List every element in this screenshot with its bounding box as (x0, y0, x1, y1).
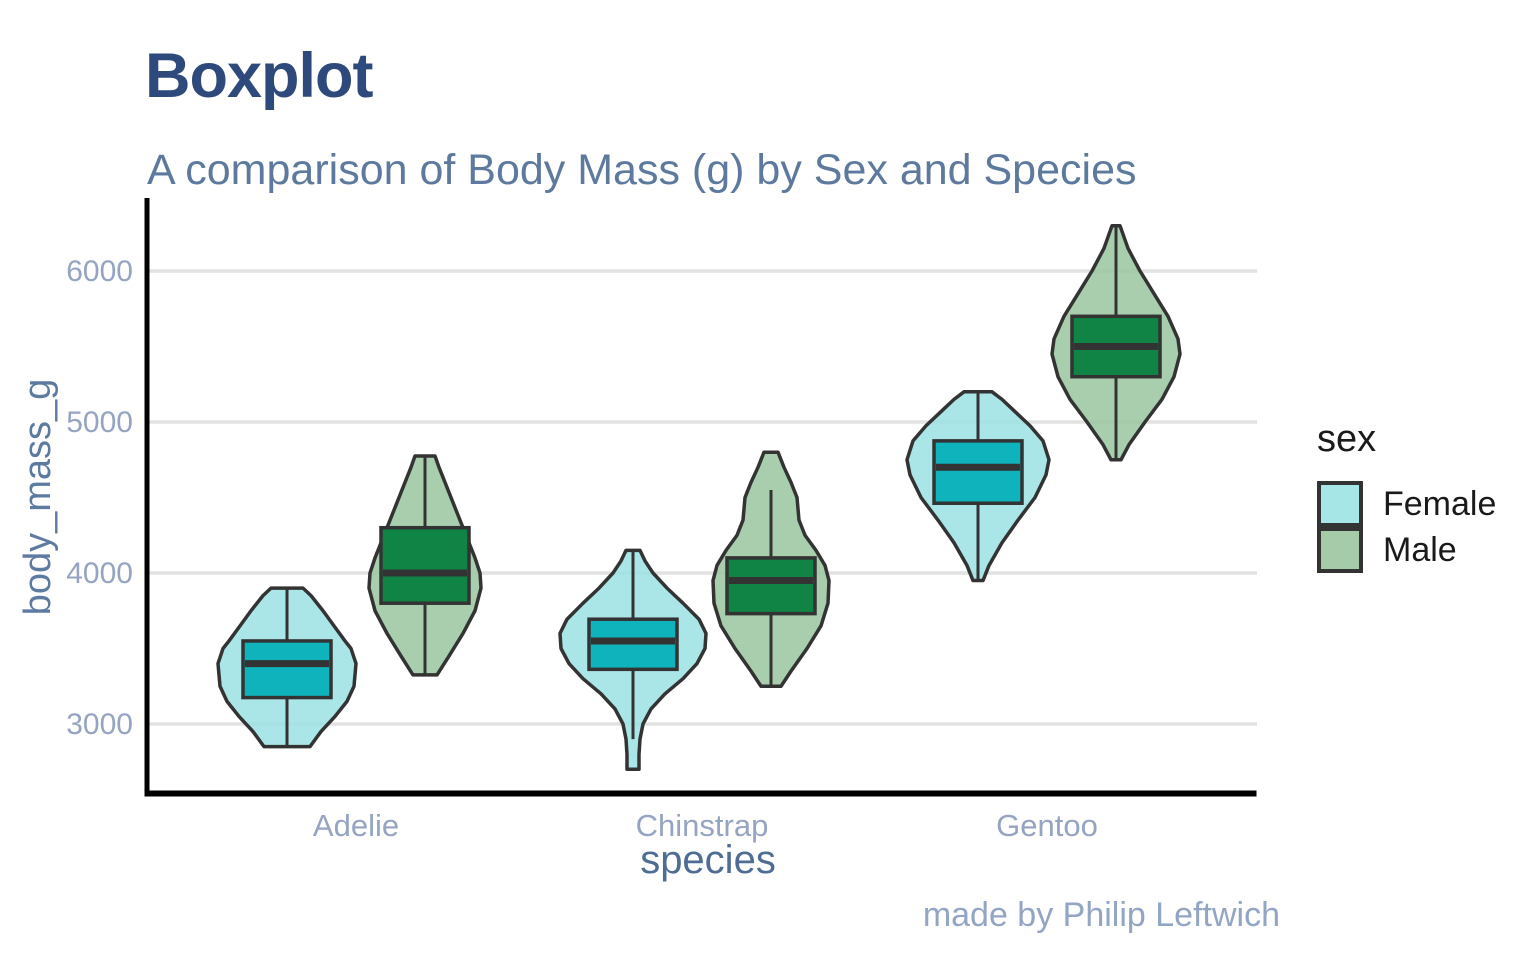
y-axis-title: body_mass_g (17, 378, 59, 616)
x-axis-line (144, 790, 1257, 797)
chart-subtitle: A comparison of Body Mass (g) by Sex and… (147, 146, 1137, 194)
x-tick-chinstrap: Chinstrap (635, 808, 769, 843)
y-axis-line (144, 198, 150, 796)
x-tick-adelie: Adelie (312, 808, 400, 843)
x-axis-title: species (640, 838, 776, 882)
box-adelie-male (379, 525, 471, 605)
chart-title: Boxplot (145, 41, 373, 111)
box-adelie-female (241, 639, 333, 700)
y-tick-6000: 6000 (66, 255, 133, 288)
chart-caption: made by Philip Leftwich (922, 896, 1280, 934)
legend-label-male: Male (1383, 531, 1457, 569)
box-chinstrap-male (725, 556, 817, 616)
y-tick-4000: 4000 (66, 557, 133, 590)
legend-title: sex (1317, 418, 1377, 460)
y-tick-5000: 5000 (66, 406, 133, 439)
box-gentoo-female (932, 439, 1024, 505)
y-tick-3000: 3000 (66, 708, 133, 741)
legend-swatch-male (1317, 527, 1363, 573)
x-tick-gentoo: Gentoo (996, 808, 1098, 843)
legend-swatch-female (1317, 481, 1363, 527)
legend-label-female: Female (1383, 485, 1497, 523)
